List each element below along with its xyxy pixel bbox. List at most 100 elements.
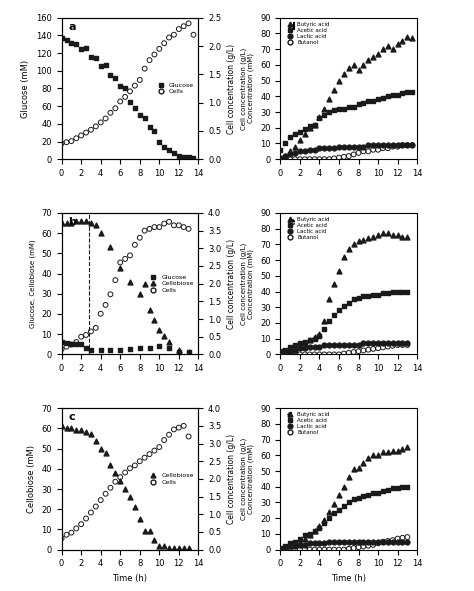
Point	[107, 460, 114, 469]
Point	[369, 145, 377, 154]
Y-axis label: Cell concentration (g/L): Cell concentration (g/L)	[227, 434, 236, 524]
Point	[365, 490, 372, 499]
Point	[330, 340, 338, 350]
Point	[374, 488, 382, 498]
Point	[335, 537, 343, 547]
Point	[92, 220, 100, 230]
Point	[87, 125, 95, 135]
Point	[126, 97, 134, 106]
Point	[117, 97, 124, 106]
Point	[403, 87, 411, 96]
Point	[121, 92, 129, 102]
Point	[360, 537, 367, 547]
Point	[394, 40, 401, 49]
Point	[97, 495, 104, 505]
Point	[87, 346, 95, 355]
Point	[92, 502, 100, 511]
Point	[311, 154, 319, 164]
Point	[160, 219, 168, 228]
Point	[107, 70, 114, 80]
Point	[389, 44, 396, 54]
Point	[68, 528, 75, 537]
Point	[286, 147, 294, 156]
Point	[63, 339, 70, 348]
Point	[374, 230, 382, 240]
Point	[330, 144, 338, 153]
Point	[389, 142, 396, 151]
Point	[126, 492, 134, 502]
Point	[126, 345, 134, 354]
Point	[296, 154, 304, 164]
Point	[277, 153, 284, 163]
Point	[82, 128, 90, 137]
Legend: Cellobiose, Cells: Cellobiose, Cells	[146, 472, 195, 486]
Point	[403, 443, 411, 452]
Point	[365, 454, 372, 463]
Point	[146, 343, 153, 353]
Point	[330, 545, 338, 554]
Point	[97, 444, 104, 453]
Point	[340, 349, 347, 358]
Point	[403, 339, 411, 348]
Point	[394, 90, 401, 99]
Point	[73, 524, 80, 533]
Point	[160, 435, 168, 444]
Point	[126, 86, 134, 96]
Point	[399, 89, 406, 98]
Point	[384, 447, 392, 457]
Point	[335, 545, 343, 554]
Point	[360, 60, 367, 70]
Point	[330, 509, 338, 518]
Point	[311, 120, 319, 129]
Point	[117, 472, 124, 482]
Point	[399, 287, 406, 296]
Point	[111, 468, 119, 478]
Point	[320, 104, 328, 113]
Point	[384, 537, 392, 547]
Point	[63, 35, 70, 44]
Point	[77, 216, 85, 226]
Point	[107, 346, 114, 355]
Point	[151, 316, 158, 325]
Point	[335, 76, 343, 85]
Text: e: e	[287, 217, 295, 227]
Point	[330, 350, 338, 359]
Point	[141, 64, 148, 73]
Point	[326, 295, 333, 304]
Point	[316, 538, 323, 548]
Point	[82, 428, 90, 437]
Point	[63, 342, 70, 352]
Point	[369, 52, 377, 61]
Point	[379, 44, 387, 54]
Point	[126, 277, 134, 287]
Point	[403, 140, 411, 150]
Point	[389, 140, 396, 150]
Point	[403, 32, 411, 41]
Point	[384, 288, 392, 298]
Point	[403, 532, 411, 542]
Point	[340, 142, 347, 151]
Point	[384, 140, 392, 150]
Point	[286, 132, 294, 142]
Point	[87, 327, 95, 336]
Point	[350, 495, 357, 504]
Point	[365, 56, 372, 65]
Legend: Glucose, Cells: Glucose, Cells	[153, 81, 195, 96]
Point	[369, 140, 377, 150]
Point	[399, 140, 406, 150]
Point	[291, 545, 299, 554]
Point	[389, 339, 396, 348]
X-axis label: Time (h): Time (h)	[112, 574, 147, 583]
Point	[160, 142, 168, 151]
Point	[291, 542, 299, 551]
Point	[301, 339, 309, 348]
Point	[180, 21, 188, 31]
Y-axis label: Cell concentration (g/L): Cell concentration (g/L)	[227, 239, 236, 329]
Point	[73, 134, 80, 143]
Point	[117, 81, 124, 90]
Point	[296, 534, 304, 543]
Point	[389, 341, 396, 350]
Point	[296, 343, 304, 353]
Point	[301, 531, 309, 540]
Point	[340, 340, 347, 350]
